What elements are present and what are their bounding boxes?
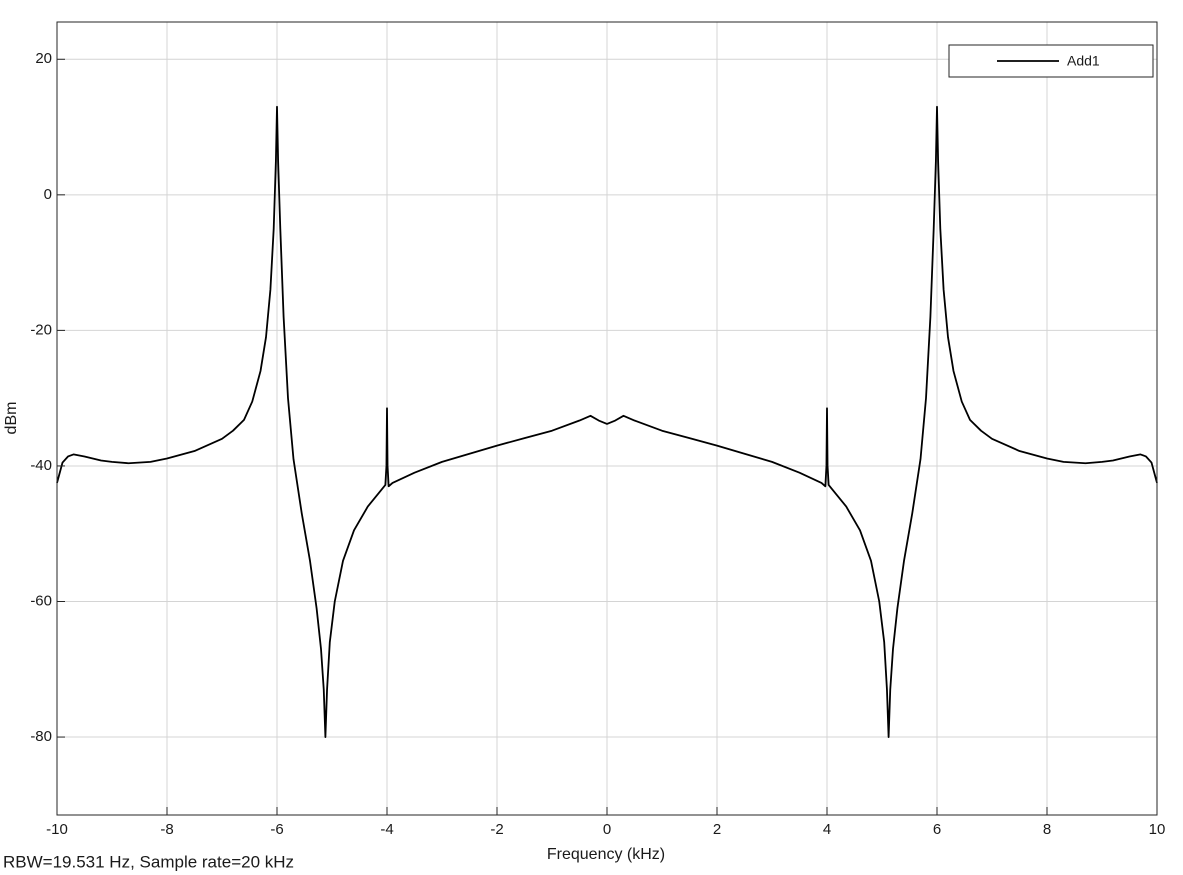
y-tick-label: -40	[30, 457, 52, 474]
annotation: RBW=19.531 Hz, Sample rate=20 kHz	[3, 852, 294, 871]
x-tick-label: 0	[603, 821, 611, 838]
x-tick-label: -10	[46, 821, 68, 838]
x-tick-label: -4	[380, 821, 393, 838]
x-tick-label: -6	[270, 821, 283, 838]
y-tick-label: 0	[44, 186, 52, 203]
series-line	[56, 105, 1158, 738]
y-tick-label: -60	[30, 592, 52, 609]
y-tick-label: -80	[30, 728, 52, 745]
x-tick-label: 8	[1043, 821, 1051, 838]
legend: Add1	[948, 44, 1154, 78]
x-tick-label: 4	[823, 821, 831, 838]
y-tick-label: 20	[35, 50, 52, 67]
x-tick-label: 10	[1149, 821, 1166, 838]
x-tick-label: -2	[490, 821, 503, 838]
marks	[56, 105, 1158, 738]
x-tick-label: 2	[713, 821, 721, 838]
legend-label: Add1	[1067, 53, 1100, 69]
x-tick-label: -8	[160, 821, 173, 838]
x-tick-label: 6	[933, 821, 941, 838]
x-axis-label: Frequency (kHz)	[547, 846, 665, 863]
y-tick-label: -20	[30, 321, 52, 338]
y-axis-label: dBm	[3, 402, 20, 435]
